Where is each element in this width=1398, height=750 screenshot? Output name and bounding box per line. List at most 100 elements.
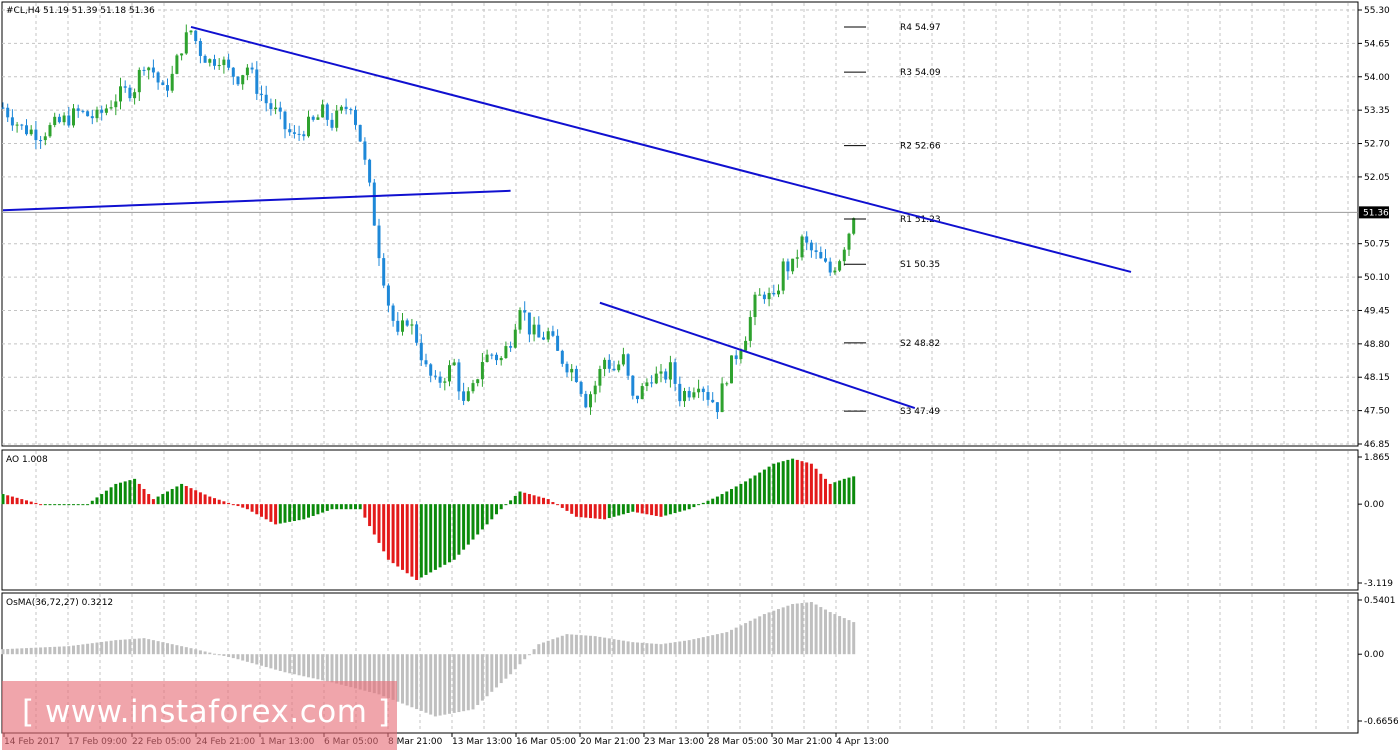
osma-bar [795,603,799,655]
osma-bar [617,639,621,655]
osma-bar [603,637,607,655]
ao-bar [15,497,19,505]
price-tick-label: 46.85 [1364,440,1390,450]
osma-bar [697,638,701,655]
candle-body [650,382,654,384]
candle-body [842,249,846,262]
candle-body [48,125,52,137]
candle-body [250,67,254,70]
ao-bar [739,483,743,505]
osma-bar [76,644,80,655]
ao-bar [565,504,569,511]
candle-body [480,362,484,380]
candle-body [438,376,442,383]
ao-bar [673,504,677,513]
ao-bar [518,491,522,505]
osma-bar [791,604,795,655]
ao-bar [156,496,160,505]
osma-bar [786,605,790,655]
ao-bar [321,504,325,513]
candle-body [824,258,827,262]
ao-bar [668,504,672,515]
osma-bar [664,643,668,655]
osma-bar [518,654,522,665]
trendline [190,25,1132,273]
candle-body [664,371,668,380]
osma-bar [339,654,343,685]
candle-body [109,107,113,109]
osma-bar [151,640,155,655]
candle-body [292,132,296,134]
osma-bar [504,654,508,679]
candle-body [227,59,231,68]
osma-bar [546,640,550,655]
candle-body [288,129,292,133]
ao-bar [598,504,602,519]
candle-body [170,73,174,91]
osma-bar [565,634,569,655]
candle-body [513,329,517,348]
osma-bar [734,627,738,655]
osma-bar [335,654,339,684]
ao-bar [274,504,278,525]
trendlines [2,25,1132,409]
ao-bar [311,504,315,516]
ao-bar [6,495,10,505]
osma-bar [43,647,47,655]
ao-bar [142,488,146,505]
candle-body [654,373,658,384]
osma-bar [720,633,724,655]
ao-bar [847,477,851,505]
candle-body [668,362,672,380]
osma-bar [711,635,715,655]
ao-bar [744,481,748,505]
candle-body [386,285,390,306]
osma-bar [654,643,658,655]
osma-bar [485,654,489,697]
candle-body [100,109,104,113]
ao-bar [307,504,310,518]
ao-bar [683,504,686,511]
osma-bar [838,616,842,655]
ao-bar [358,504,362,510]
candle-body [781,261,785,291]
ao-bar [462,504,466,550]
pivot-label: R1 51.23 [900,215,941,225]
candle-body [579,382,583,394]
ao-bar [401,504,404,570]
ao-bar [753,475,757,505]
ao-bar [466,504,470,545]
ao-bar [795,459,799,505]
candle-body [678,383,682,402]
ao-bar [448,504,451,563]
osma-bar [805,602,809,655]
candle-body [307,116,310,137]
ao-bar [626,504,630,513]
ao-bar [405,504,409,574]
osma-bar [692,639,696,655]
price-tick-label: 49.45 [1364,306,1390,316]
candle-body [570,368,574,373]
candle-body [692,392,696,398]
osma-bar [62,646,66,655]
candle-body [777,290,780,295]
osma-bar [250,654,254,664]
candle-body [819,252,823,259]
ao-bar [128,480,132,505]
osma-bar [166,643,169,655]
osma-bar [424,654,428,713]
ao-bar [161,494,165,505]
osma-bar [772,610,776,655]
osma-bar [419,654,423,711]
candle-body [128,87,132,99]
osma-bar [626,641,630,655]
candle-body [607,359,611,369]
candle-body [419,342,423,361]
candle-body [325,104,329,120]
candle-body [443,381,447,383]
candle-body [297,133,301,135]
candle-body [377,225,381,259]
candle-body [198,41,202,56]
ao-bar [725,491,729,505]
ao-bar [81,504,85,506]
